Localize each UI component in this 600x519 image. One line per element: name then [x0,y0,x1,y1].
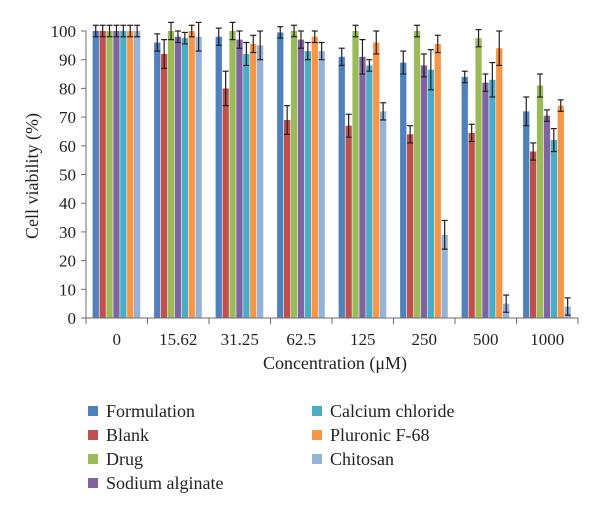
y-tick-label: 40 [59,194,76,213]
bar [250,43,257,319]
bar [420,65,428,318]
bar [461,76,468,318]
y-tick-label: 80 [59,79,76,98]
bar [243,53,250,319]
y-ticks-layer: 0 10 20 30 40 50 60 70 80 90 100 [51,22,86,328]
bar [277,32,284,318]
legend-swatch [88,406,98,416]
legend-label: Blank [106,425,149,445]
bar [174,36,182,319]
y-tick-label: 0 [68,309,77,328]
bar [345,125,352,319]
bar [523,111,530,318]
bar [536,85,544,318]
x-tick-label: 125 [350,330,376,349]
bar [366,65,373,318]
error-bars-layer [92,21,571,316]
legend-swatch [312,454,322,464]
bar [134,31,141,318]
y-tick-label: 30 [59,223,76,242]
bar [311,36,318,319]
bar [297,39,305,319]
x-tick-label: 500 [473,330,499,349]
bar [161,53,168,319]
legend-swatch [88,430,98,440]
bar [468,132,475,318]
legend-swatch [88,478,98,488]
bar [413,31,421,318]
bar [290,31,298,318]
y-tick-label: 100 [51,22,77,41]
y-axis-title: Cell viability (%) [22,113,43,239]
bar [284,119,291,318]
legend-swatch [312,430,322,440]
bar [99,31,106,318]
bar [236,39,243,319]
bar [120,31,127,318]
bar [373,42,380,318]
bar [215,36,222,319]
bar [181,38,188,319]
bar [229,31,236,318]
bar [106,31,113,318]
bar [304,51,311,319]
bar [257,45,264,318]
x-tick-label: 0 [113,330,122,349]
x-tick-label: 250 [412,330,438,349]
bar [222,88,229,319]
x-tick-label: 1000 [530,330,564,349]
legend-swatch [312,406,322,416]
bar [496,48,503,318]
y-tick-label: 60 [59,137,76,156]
bar [550,140,557,318]
bar [359,56,366,318]
bars-layer [92,31,571,319]
bar [113,31,120,318]
legend-label: Sodium alginate [106,473,223,493]
bar [127,31,134,318]
bar [188,31,195,318]
y-tick-label: 70 [59,108,76,127]
bar [434,43,441,319]
legend-label: Pluronic F-68 [330,425,430,445]
y-tick-label: 50 [59,166,76,185]
y-tick-label: 20 [59,252,76,271]
bar [92,31,99,318]
bar [338,56,345,318]
legend-label: Formulation [106,401,195,421]
bar [475,38,482,319]
bar [482,82,489,318]
x-tick-label: 15.62 [159,330,197,349]
x-tick-label: 62.5 [286,330,316,349]
bar [489,79,496,318]
legend-label: Calcium chloride [330,401,454,421]
y-tick-label: 90 [59,51,76,70]
bar [167,31,175,318]
bar [557,105,564,319]
bar [407,134,414,318]
bar [441,234,448,318]
legend-label: Drug [106,449,143,469]
x-ticks-layer: 0 15.62 31.25 62.5 125 250 500 1000 [85,318,579,349]
x-axis-title: Concentration (μM) [263,353,407,374]
bar [543,115,551,318]
legend-swatch [88,454,98,464]
bar [352,31,359,318]
bar [380,111,387,318]
bar [318,51,325,319]
bar [530,151,537,318]
bar [154,42,161,318]
x-tick-label: 31.25 [221,330,259,349]
y-tick-label: 10 [59,280,76,299]
legend: Formulation Blank Drug Sodium alginate Calci… [88,401,454,493]
bar [427,69,434,318]
legend-label: Chitosan [330,449,394,469]
bar [400,62,407,318]
bar [195,36,202,319]
